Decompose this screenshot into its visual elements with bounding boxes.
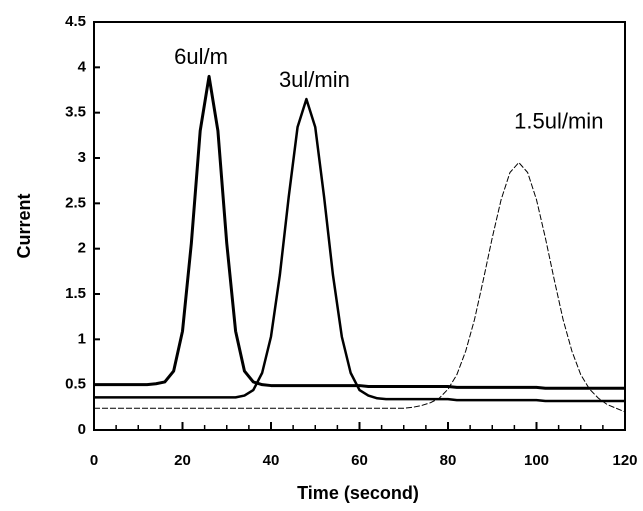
- y-tick-label: 4.5: [65, 13, 86, 30]
- y-tick-label: 0: [78, 421, 86, 438]
- x-tick-label: 80: [440, 452, 457, 469]
- series-label: 6ul/m: [174, 44, 228, 69]
- y-axis-label: Current: [14, 193, 34, 258]
- series-line: [94, 162, 626, 413]
- y-tick-label: 3: [78, 149, 86, 166]
- series-line: [94, 97, 625, 403]
- series-label: 3ul/min: [279, 67, 350, 92]
- y-tick-label: 2: [78, 240, 86, 257]
- y-tick-label: 4: [78, 58, 87, 75]
- series-line: [94, 74, 625, 390]
- y-tick-label: 0.5: [65, 376, 86, 393]
- x-tick-label: 20: [174, 452, 191, 469]
- y-tick-label: 3.5: [65, 104, 86, 121]
- x-tick-label: 0: [90, 452, 98, 469]
- y-tick-label: 1.5: [65, 285, 86, 302]
- x-tick-label: 40: [263, 452, 280, 469]
- x-tick-label: 120: [612, 452, 637, 469]
- y-tick-label: 1: [78, 330, 86, 347]
- x-axis-label: Time (second): [297, 483, 419, 503]
- x-tick-label: 100: [524, 452, 549, 469]
- y-tick-label: 2.5: [65, 194, 86, 211]
- x-tick-label: 60: [351, 452, 368, 469]
- series-label: 1.5ul/min: [514, 108, 603, 133]
